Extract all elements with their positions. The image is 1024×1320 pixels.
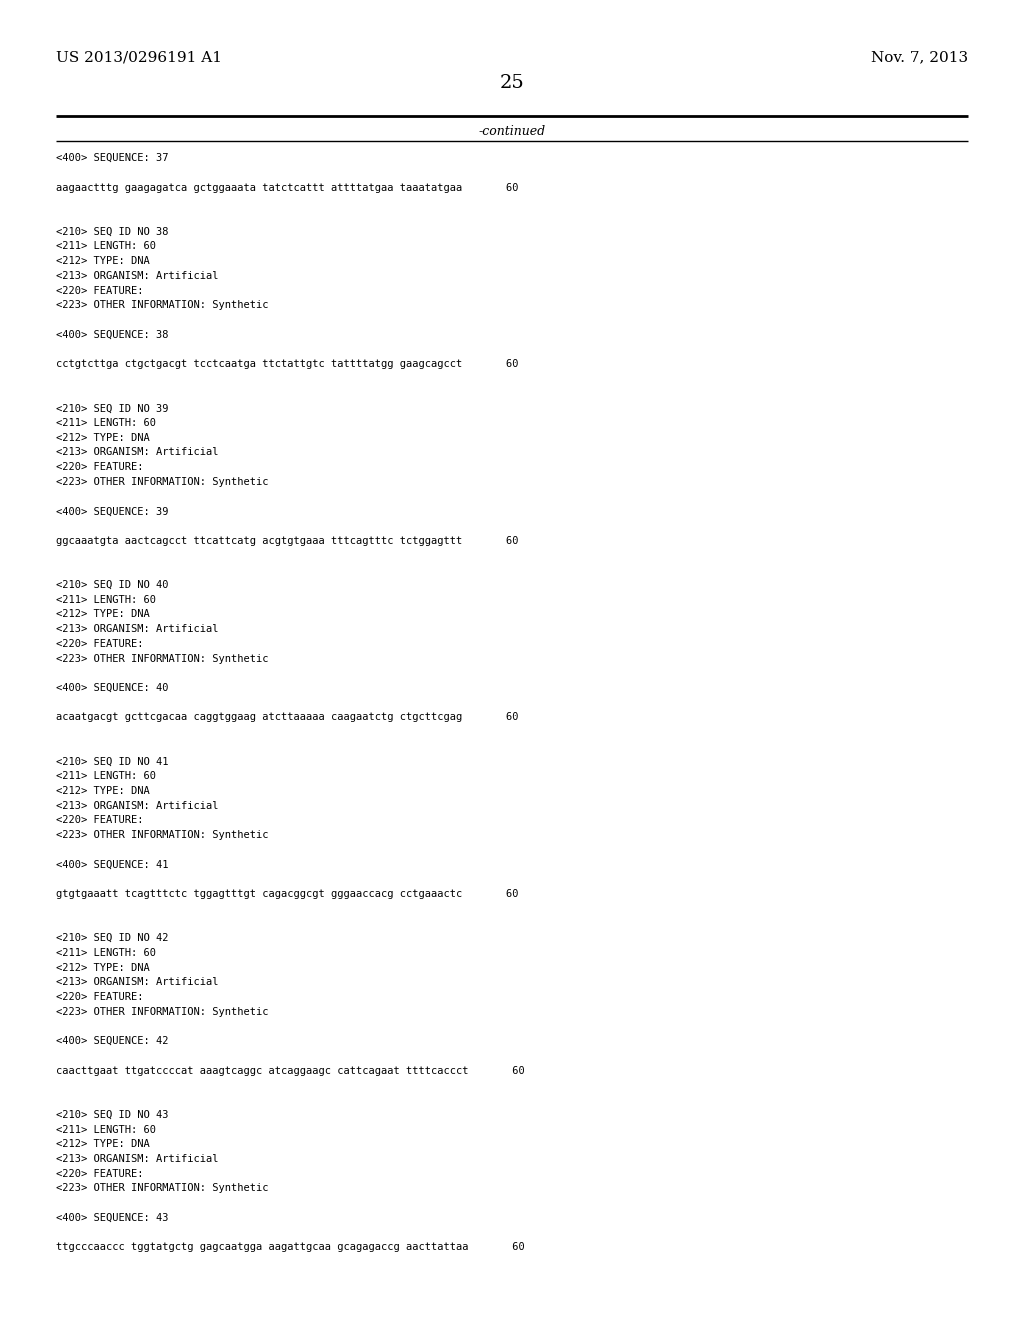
Text: 25: 25 xyxy=(500,74,524,92)
Text: aagaactttg gaagagatca gctggaaata tatctcattt attttatgaa taaatatgaa       60: aagaactttg gaagagatca gctggaaata tatctca… xyxy=(56,182,519,193)
Text: <212> TYPE: DNA: <212> TYPE: DNA xyxy=(56,256,151,267)
Text: <400> SEQUENCE: 43: <400> SEQUENCE: 43 xyxy=(56,1213,169,1222)
Text: <210> SEQ ID NO 43: <210> SEQ ID NO 43 xyxy=(56,1110,169,1119)
Text: US 2013/0296191 A1: US 2013/0296191 A1 xyxy=(56,50,222,65)
Text: <400> SEQUENCE: 41: <400> SEQUENCE: 41 xyxy=(56,859,169,870)
Text: <210> SEQ ID NO 39: <210> SEQ ID NO 39 xyxy=(56,404,169,413)
Text: <223> OTHER INFORMATION: Synthetic: <223> OTHER INFORMATION: Synthetic xyxy=(56,653,269,664)
Text: <213> ORGANISM: Artificial: <213> ORGANISM: Artificial xyxy=(56,624,219,634)
Text: <223> OTHER INFORMATION: Synthetic: <223> OTHER INFORMATION: Synthetic xyxy=(56,830,269,840)
Text: <213> ORGANISM: Artificial: <213> ORGANISM: Artificial xyxy=(56,447,219,458)
Text: <223> OTHER INFORMATION: Synthetic: <223> OTHER INFORMATION: Synthetic xyxy=(56,477,269,487)
Text: <211> LENGTH: 60: <211> LENGTH: 60 xyxy=(56,948,157,958)
Text: <211> LENGTH: 60: <211> LENGTH: 60 xyxy=(56,771,157,781)
Text: <220> FEATURE:: <220> FEATURE: xyxy=(56,462,143,473)
Text: ttgcccaaccc tggtatgctg gagcaatgga aagattgcaa gcagagaccg aacttattaa       60: ttgcccaaccc tggtatgctg gagcaatgga aagatt… xyxy=(56,1242,525,1253)
Text: <400> SEQUENCE: 42: <400> SEQUENCE: 42 xyxy=(56,1036,169,1047)
Text: <213> ORGANISM: Artificial: <213> ORGANISM: Artificial xyxy=(56,801,219,810)
Text: <400> SEQUENCE: 39: <400> SEQUENCE: 39 xyxy=(56,507,169,516)
Text: <223> OTHER INFORMATION: Synthetic: <223> OTHER INFORMATION: Synthetic xyxy=(56,1007,269,1016)
Text: <213> ORGANISM: Artificial: <213> ORGANISM: Artificial xyxy=(56,271,219,281)
Text: <400> SEQUENCE: 40: <400> SEQUENCE: 40 xyxy=(56,682,169,693)
Text: <212> TYPE: DNA: <212> TYPE: DNA xyxy=(56,1139,151,1150)
Text: <211> LENGTH: 60: <211> LENGTH: 60 xyxy=(56,594,157,605)
Text: <220> FEATURE:: <220> FEATURE: xyxy=(56,639,143,649)
Text: caacttgaat ttgatccccat aaagtcaggc atcaggaagc cattcagaat ttttcaccct       60: caacttgaat ttgatccccat aaagtcaggc atcagg… xyxy=(56,1065,525,1076)
Text: <210> SEQ ID NO 40: <210> SEQ ID NO 40 xyxy=(56,579,169,590)
Text: <220> FEATURE:: <220> FEATURE: xyxy=(56,816,143,825)
Text: <400> SEQUENCE: 37: <400> SEQUENCE: 37 xyxy=(56,153,169,164)
Text: Nov. 7, 2013: Nov. 7, 2013 xyxy=(870,50,968,65)
Text: <211> LENGTH: 60: <211> LENGTH: 60 xyxy=(56,242,157,251)
Text: <223> OTHER INFORMATION: Synthetic: <223> OTHER INFORMATION: Synthetic xyxy=(56,301,269,310)
Text: <213> ORGANISM: Artificial: <213> ORGANISM: Artificial xyxy=(56,977,219,987)
Text: <210> SEQ ID NO 42: <210> SEQ ID NO 42 xyxy=(56,933,169,944)
Text: <211> LENGTH: 60: <211> LENGTH: 60 xyxy=(56,1125,157,1134)
Text: <212> TYPE: DNA: <212> TYPE: DNA xyxy=(56,785,151,796)
Text: <220> FEATURE:: <220> FEATURE: xyxy=(56,285,143,296)
Text: <220> FEATURE:: <220> FEATURE: xyxy=(56,1168,143,1179)
Text: <400> SEQUENCE: 38: <400> SEQUENCE: 38 xyxy=(56,330,169,339)
Text: <210> SEQ ID NO 38: <210> SEQ ID NO 38 xyxy=(56,227,169,236)
Text: -continued: -continued xyxy=(478,125,546,139)
Text: <223> OTHER INFORMATION: Synthetic: <223> OTHER INFORMATION: Synthetic xyxy=(56,1183,269,1193)
Text: <212> TYPE: DNA: <212> TYPE: DNA xyxy=(56,433,151,442)
Text: cctgtcttga ctgctgacgt tcctcaatga ttctattgtc tattttatgg gaagcagcct       60: cctgtcttga ctgctgacgt tcctcaatga ttctatt… xyxy=(56,359,519,370)
Text: <213> ORGANISM: Artificial: <213> ORGANISM: Artificial xyxy=(56,1154,219,1164)
Text: gtgtgaaatt tcagtttctc tggagtttgt cagacggcgt gggaaccacg cctgaaactc       60: gtgtgaaatt tcagtttctc tggagtttgt cagacgg… xyxy=(56,890,519,899)
Text: <212> TYPE: DNA: <212> TYPE: DNA xyxy=(56,610,151,619)
Text: <211> LENGTH: 60: <211> LENGTH: 60 xyxy=(56,418,157,428)
Text: ggcaaatgta aactcagcct ttcattcatg acgtgtgaaa tttcagtttc tctggagttt       60: ggcaaatgta aactcagcct ttcattcatg acgtgtg… xyxy=(56,536,519,545)
Text: <220> FEATURE:: <220> FEATURE: xyxy=(56,993,143,1002)
Text: <212> TYPE: DNA: <212> TYPE: DNA xyxy=(56,962,151,973)
Text: acaatgacgt gcttcgacaa caggtggaag atcttaaaaa caagaatctg ctgcttcgag       60: acaatgacgt gcttcgacaa caggtggaag atcttaa… xyxy=(56,713,519,722)
Text: <210> SEQ ID NO 41: <210> SEQ ID NO 41 xyxy=(56,756,169,767)
